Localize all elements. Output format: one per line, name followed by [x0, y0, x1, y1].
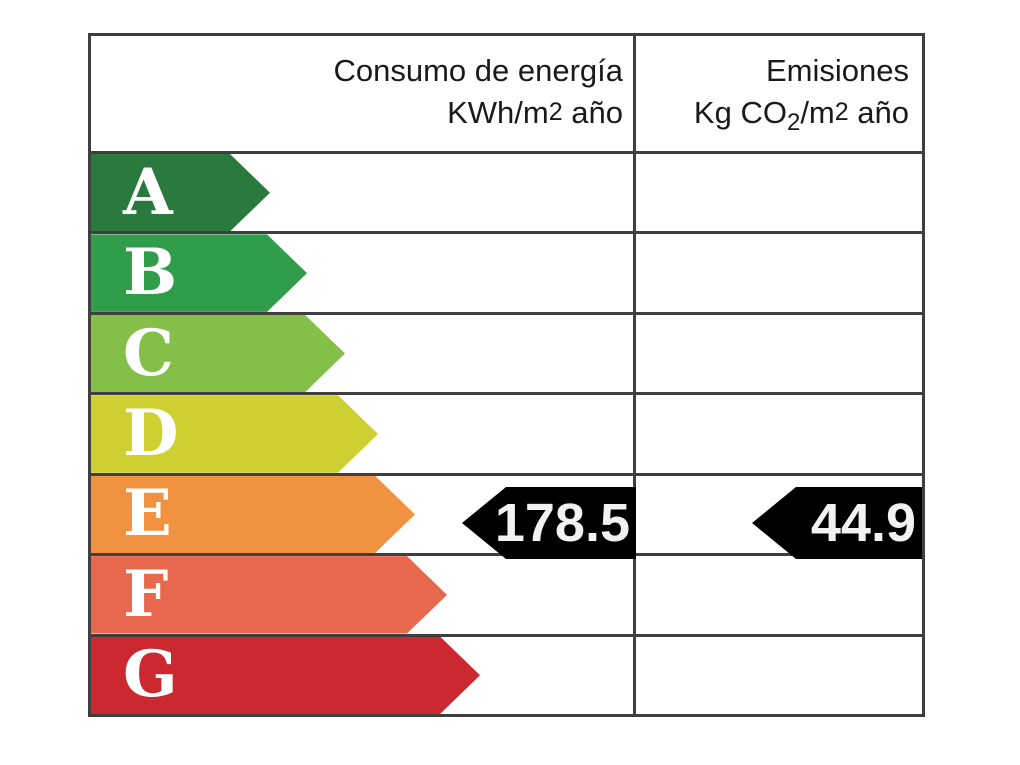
rating-letter-G: G [123, 637, 178, 713]
rating-arrow-D: D [91, 395, 378, 472]
header-consumption-line2: KWh/m2 año [447, 95, 623, 130]
header-emissions: Emisiones Kg CO2/m2 año [636, 36, 922, 151]
emissions-value: 44.9 [810, 493, 916, 553]
rating-letter-C: C [123, 315, 174, 391]
co2-subscript: 2 [786, 109, 801, 136]
rating-letter-F: F [123, 556, 169, 632]
rating-arrow-A: A [91, 154, 270, 231]
rating-arrow-F: F [91, 556, 447, 633]
header-consumption-line1: Consumo de energía [333, 53, 623, 88]
header-emissions-line1: Emisiones [766, 53, 909, 88]
rating-row-G: G [91, 633, 922, 714]
rating-letter-B: B [123, 235, 178, 311]
m2-exponent: 2 [548, 98, 563, 126]
rating-table: Consumo de energía KWh/m2 año Emisiones … [88, 33, 925, 717]
table-header: Consumo de energía KWh/m2 año Emisiones … [91, 36, 922, 151]
rating-row-B: B [91, 231, 922, 311]
header-consumption: Consumo de energía KWh/m2 año [91, 36, 636, 151]
rating-row-A: A [91, 151, 922, 231]
rating-row-E: E [91, 472, 922, 553]
header-emissions-line2: Kg CO2/m2 año [693, 95, 909, 136]
consumption-value: 178.5 [494, 493, 630, 553]
rating-arrow-B: B [91, 234, 307, 311]
rating-arrow-C: C [91, 315, 345, 392]
rating-row-F: F [91, 553, 922, 633]
rating-row-C: C [91, 311, 922, 392]
m2-exponent: 2 [834, 98, 849, 126]
rating-letter-A: A [123, 154, 173, 230]
rating-letter-E: E [123, 476, 172, 552]
rating-arrow-E: E [91, 476, 415, 553]
rating-letter-D: D [123, 395, 179, 471]
column-divider [633, 36, 636, 714]
rating-arrow-G: G [91, 637, 480, 714]
rating-row-D: D [91, 392, 922, 472]
